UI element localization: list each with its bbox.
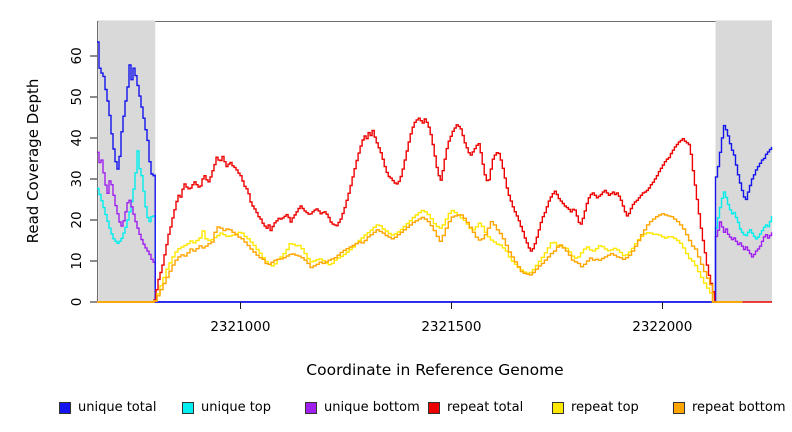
y-tick-label: 50 — [69, 88, 85, 105]
shaded-unique-region-right — [715, 20, 772, 303]
y-tick-label: 0 — [69, 298, 85, 307]
series-line-repeat-total — [97, 117, 772, 303]
y-tick-label: 40 — [69, 129, 85, 146]
shaded-unique-region-left — [98, 20, 156, 303]
x-tick-label: 2322000 — [632, 319, 692, 335]
x-axis-title: Coordinate in Reference Genome — [306, 361, 564, 379]
y-axis-title: Read Coverage Depth — [24, 78, 42, 244]
x-tick-label: 2321000 — [210, 319, 270, 335]
series-line-repeat-top — [97, 209, 743, 303]
y-tick-label: 10 — [69, 252, 85, 269]
series-line-unique-top — [97, 150, 773, 303]
series-line-unique-bottom — [97, 151, 773, 303]
series-group — [97, 41, 773, 303]
y-tick-label: 60 — [69, 47, 85, 64]
x-tick-label: 2321500 — [421, 319, 481, 335]
series-line-repeat-bottom — [97, 213, 743, 303]
y-tick-label: 20 — [69, 211, 85, 228]
y-tick-label: 30 — [69, 170, 85, 187]
series-line-unique-total — [97, 41, 773, 303]
plot-box-border — [97, 21, 772, 302]
